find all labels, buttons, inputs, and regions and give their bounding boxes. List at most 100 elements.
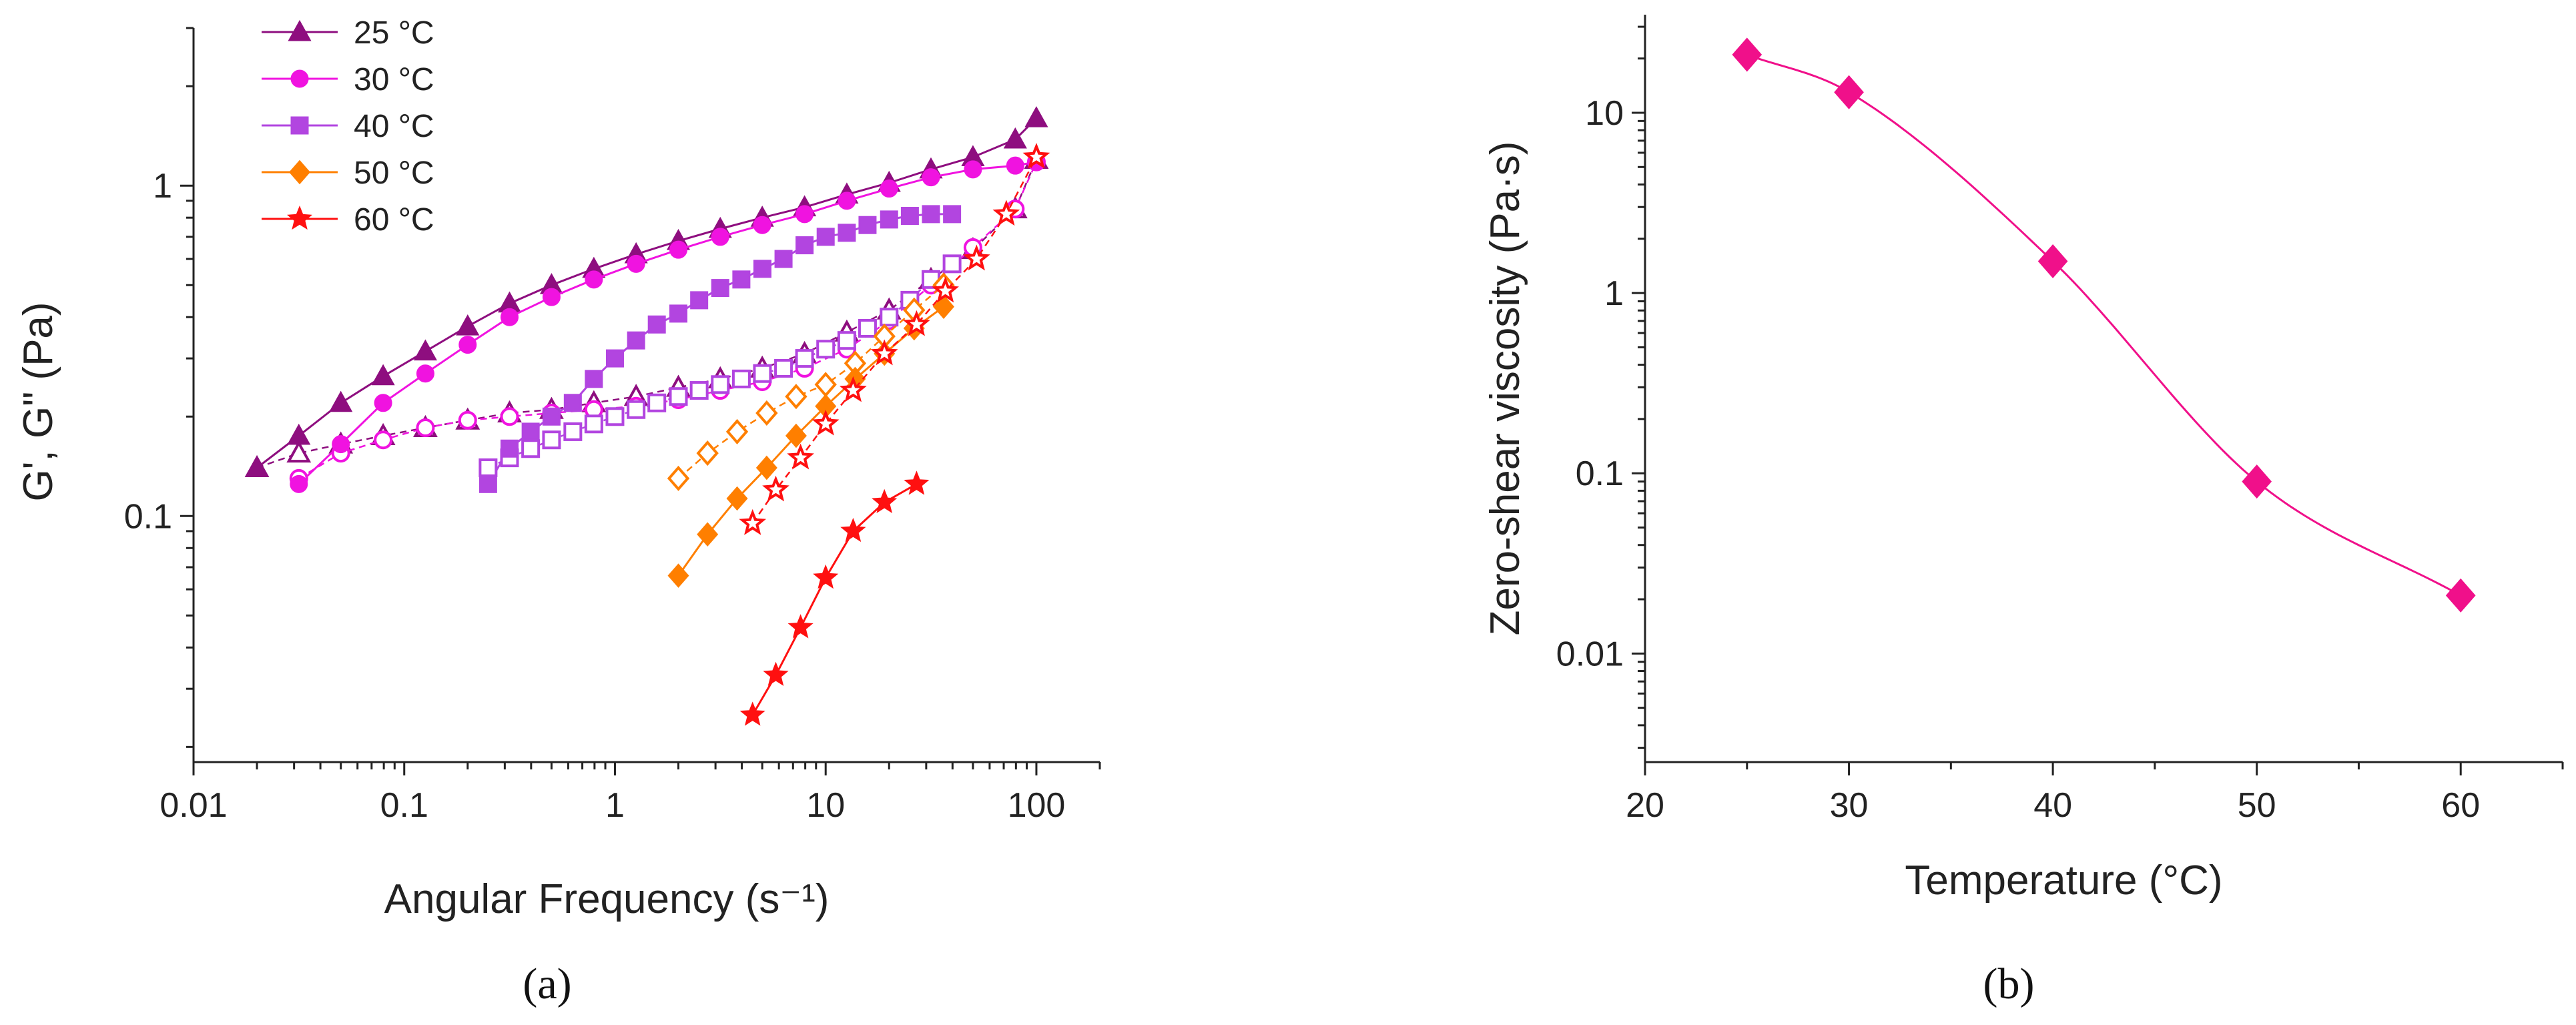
loss-modulus-point — [903, 310, 930, 336]
storage-modulus-point — [795, 205, 814, 224]
loss-modulus-point — [725, 418, 749, 444]
storage-modulus-point — [371, 364, 395, 386]
storage-modulus-point — [711, 228, 729, 246]
panel-b-x-tick-label: 50 — [2238, 786, 2276, 825]
loss-modulus-point — [416, 418, 435, 438]
loss-modulus-point — [858, 318, 877, 338]
loss-modulus-point — [739, 508, 767, 535]
storage-modulus-point — [458, 336, 477, 354]
storage-modulus-point — [816, 228, 835, 246]
storage-modulus-point — [290, 474, 308, 493]
storage-modulus-point — [585, 270, 603, 289]
panel-b-y-tick-label: 0.01 — [1556, 635, 1624, 673]
panel-b-y-tick-label: 1 — [1604, 274, 1624, 313]
storage-modulus-point — [753, 260, 771, 278]
loss-modulus-point — [795, 349, 814, 368]
storage-modulus-point — [900, 207, 919, 226]
legend-label: 30 °C — [354, 62, 434, 97]
storage-modulus-point — [739, 701, 765, 726]
storage-modulus-point — [785, 423, 807, 448]
loss-modulus-point — [669, 387, 688, 406]
loss-modulus-point — [962, 244, 990, 271]
panel-a-x-tick-label: 0.1 — [380, 786, 428, 825]
panel-a-marks — [244, 106, 1050, 726]
storage-modulus-point — [329, 390, 353, 412]
storage-modulus-point — [1003, 127, 1027, 149]
storage-modulus-point — [669, 304, 688, 323]
loss-modulus-point — [374, 430, 393, 450]
legend-marker — [286, 205, 313, 230]
legend-marker — [290, 69, 309, 88]
storage-modulus-point — [880, 180, 898, 198]
loss-modulus-point — [542, 430, 561, 450]
legend-label: 25 °C — [354, 15, 434, 51]
series-3-loss-modulus-line — [677, 284, 944, 479]
series-4-marks — [739, 143, 1050, 726]
loss-modulus-point — [880, 308, 899, 327]
storage-modulus-point — [1024, 106, 1048, 127]
storage-modulus-point — [697, 522, 719, 547]
panel-a-x-tick-label: 0.01 — [159, 786, 227, 825]
storage-modulus-point — [872, 488, 898, 513]
panel-b-x-tick-label: 30 — [1830, 786, 1869, 825]
panel-b-marks — [1732, 37, 2476, 613]
loss-modulus-point — [787, 443, 814, 470]
panel-b-y-axis-title: Zero-shear viscosity (Pa·s) — [1482, 141, 1528, 636]
loss-modulus-point — [870, 339, 898, 366]
loss-modulus-point — [816, 340, 836, 359]
storage-modulus-point — [245, 455, 269, 477]
panel-a-y-tick-label: 0.1 — [124, 497, 172, 536]
panel-b-y-tick-label: 10 — [1585, 94, 1624, 133]
loss-modulus-point — [753, 364, 772, 383]
storage-modulus-point — [838, 224, 856, 242]
loss-modulus-point — [785, 384, 808, 410]
legend-marker — [288, 19, 312, 41]
viscosity-point — [2445, 578, 2476, 613]
storage-modulus-point — [922, 205, 940, 224]
panel-a-axes: 0.01 0.1 1 10 100 0.1 1 — [124, 27, 1101, 825]
loss-modulus-point — [1022, 143, 1050, 169]
panel-b-x-tick-label: 40 — [2033, 786, 2072, 825]
loss-modulus-point — [755, 400, 778, 426]
loss-modulus-point — [837, 331, 856, 350]
storage-modulus-point — [478, 474, 497, 493]
storage-modulus-point — [690, 291, 709, 310]
panel-a-x-tick-label: 1 — [605, 786, 625, 825]
storage-modulus-point — [858, 216, 877, 234]
storage-modulus-point — [374, 394, 392, 412]
loss-modulus-point — [731, 369, 751, 388]
panel-a-y-axis-title: G', G" (Pa) — [15, 302, 61, 501]
loss-modulus-point — [932, 276, 959, 303]
loss-modulus-point — [584, 414, 603, 434]
loss-modulus-point — [689, 381, 709, 400]
series-4-loss-modulus-line — [751, 156, 1038, 525]
viscosity-point — [1834, 75, 1864, 109]
storage-modulus-point — [501, 308, 519, 326]
storage-modulus-point — [933, 294, 954, 319]
panel-b-x-axis-title: Temperature (°C) — [1905, 858, 2222, 904]
viscosity-fit-curve — [1746, 53, 2461, 597]
loss-modulus-point — [696, 440, 719, 466]
loss-modulus-point — [647, 393, 667, 412]
storage-modulus-point — [763, 661, 789, 686]
storage-modulus-point — [726, 486, 748, 511]
storage-modulus-point — [542, 288, 561, 306]
panel-a-legend: 25 °C 30 °C 40 °C 50 °C 60 °C — [262, 15, 434, 238]
panel-b-x-tick-label: 20 — [1626, 786, 1664, 825]
storage-modulus-point — [838, 192, 856, 210]
storage-modulus-point — [813, 564, 839, 589]
panel-a-x-axis-title: Angular Frequency (s⁻¹) — [384, 876, 830, 922]
storage-modulus-point — [753, 216, 771, 234]
legend-marker — [289, 159, 310, 185]
storage-modulus-point — [711, 279, 729, 298]
panel-b-chart: 20 30 40 50 60 0.01 0.1 1 10 Temperature (°C) Ze… — [1482, 15, 2564, 1008]
loss-modulus-point — [286, 440, 312, 463]
storage-modulus-point — [755, 455, 777, 480]
viscosity-point — [1732, 37, 1762, 72]
storage-modulus-point — [795, 236, 814, 255]
loss-modulus-point — [774, 358, 793, 378]
storage-modulus-point — [787, 614, 814, 639]
storage-modulus-point — [521, 422, 540, 441]
storage-modulus-point — [627, 331, 645, 350]
storage-modulus-point — [627, 254, 645, 273]
